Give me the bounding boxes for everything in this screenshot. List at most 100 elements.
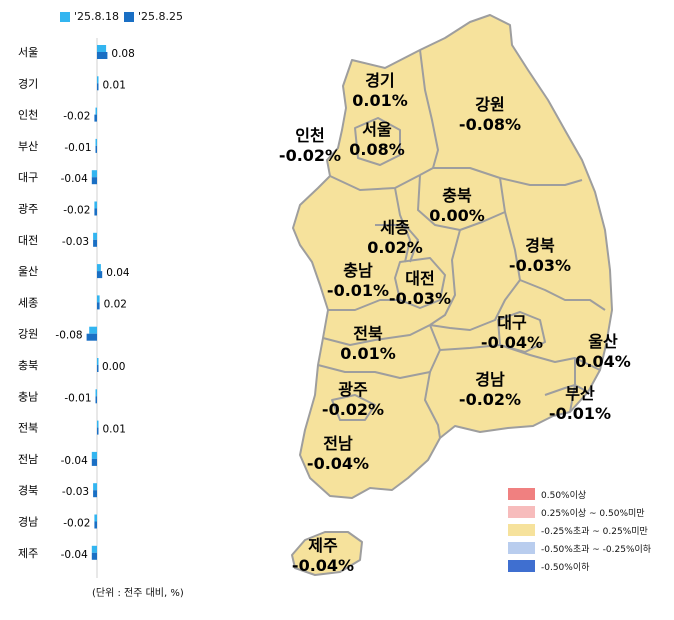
data-label: -0.03 <box>62 486 89 498</box>
boundary-line <box>419 49 439 176</box>
boundary-line <box>375 224 419 263</box>
map-legend-row: -0.50%초과 ~ -0.25%이하 <box>508 540 651 556</box>
bar <box>95 389 97 397</box>
bar <box>91 458 97 466</box>
bar <box>97 295 100 303</box>
bar-chart: 서울 0.08 경기 0.01 인천 -0.02 부산 -0.01 대구 -0.04 광주 -0.02… <box>18 38 135 578</box>
legend-swatch <box>124 11 134 22</box>
legend-swatch <box>508 488 535 500</box>
category-label: 대구 <box>18 171 38 184</box>
map-region-name: 경기 <box>365 71 394 90</box>
data-label: 0.04 <box>106 267 130 279</box>
map-region-name: 세종 <box>380 218 410 237</box>
category-label: 경남 <box>18 516 38 529</box>
data-label: -0.08 <box>55 330 82 342</box>
map-region-name: 제주 <box>308 536 338 555</box>
bar <box>94 208 97 216</box>
category-label: 울산 <box>18 265 38 278</box>
data-label: -0.04 <box>61 173 88 185</box>
map-region-value: 0.00% <box>429 206 485 225</box>
boundary-line <box>394 257 446 309</box>
data-label: -0.01 <box>64 392 91 404</box>
bar <box>95 396 97 404</box>
bar <box>95 145 97 153</box>
bar <box>91 552 97 560</box>
data-label: 0.00 <box>102 361 125 373</box>
map-region-value: -0.03% <box>509 256 571 275</box>
data-label: 0.08 <box>111 48 134 60</box>
boundary-line <box>394 187 411 263</box>
data-label: -0.04 <box>61 455 88 467</box>
boundary-line <box>544 384 576 413</box>
data-label: -0.03 <box>62 236 89 248</box>
data-label: 0.01 <box>103 79 126 91</box>
map-region-value: -0.04% <box>307 454 369 473</box>
data-label: 0.01 <box>103 424 126 436</box>
legend-swatch <box>508 506 535 518</box>
bar <box>97 52 108 59</box>
boundary-line <box>519 279 606 311</box>
boundary-line <box>354 117 401 166</box>
legend-label: -0.50%초과 ~ -0.25%이하 <box>541 544 652 555</box>
bar <box>94 114 97 122</box>
map-region-value: -0.08% <box>459 115 521 134</box>
data-label: 0.02 <box>104 298 127 310</box>
data-label: -0.02 <box>63 111 90 123</box>
bar <box>97 45 107 52</box>
bar <box>91 451 97 459</box>
bar <box>93 239 97 247</box>
legend-label: -0.25%초과 ~ 0.25%미만 <box>541 526 648 537</box>
data-label: -0.02 <box>63 205 90 217</box>
bar <box>97 427 99 435</box>
bar <box>94 521 97 529</box>
boundary-line <box>331 394 376 421</box>
legend-label: 0.50%이상 <box>541 490 587 501</box>
bar <box>91 545 97 553</box>
category-label: 서울 <box>18 46 38 59</box>
boundary-line <box>429 211 521 331</box>
category-label: 강원 <box>18 328 38 341</box>
bar <box>97 83 99 91</box>
map-legend-row: -0.25%초과 ~ 0.25%미만 <box>508 522 651 538</box>
category-label: 제주 <box>18 547 38 560</box>
bar <box>97 420 99 428</box>
bar <box>97 271 103 279</box>
data-label: -0.04 <box>61 549 88 561</box>
map-region-name: 충남 <box>343 261 373 280</box>
boundary-line <box>424 371 441 439</box>
category-label: 경북 <box>18 484 38 497</box>
bar <box>93 490 97 498</box>
legend-swatch <box>60 11 70 22</box>
category-label: 세종 <box>18 296 38 309</box>
map-region-name: 서울 <box>362 120 392 139</box>
category-label: 인천 <box>18 108 38 122</box>
legend-label: -0.50%이하 <box>541 562 590 573</box>
legend-label: 0.25%이상 ~ 0.50%미만 <box>541 508 645 519</box>
map-region-name: 경북 <box>525 236 555 255</box>
map-region-name: 경남 <box>475 370 505 389</box>
category-label: 전남 <box>18 453 38 466</box>
map-legend-row: 0.50%이상 <box>508 486 651 502</box>
data-label: -0.02 <box>63 518 90 530</box>
bar <box>97 76 99 84</box>
boundary-line <box>329 174 421 191</box>
category-label: 경기 <box>18 77 38 90</box>
map-region-value: -0.04% <box>481 333 543 352</box>
bar <box>91 177 97 185</box>
bar <box>93 483 97 491</box>
map-legend-row: -0.50%이하 <box>508 558 651 574</box>
bar <box>89 326 97 334</box>
bar <box>94 201 97 209</box>
map-region-name: 전북 <box>353 324 383 343</box>
boundary-line <box>328 299 400 311</box>
bar <box>97 264 101 272</box>
bar <box>95 107 97 115</box>
map-region-value: -0.01% <box>327 281 389 300</box>
map-region-value: 0.04% <box>575 352 631 371</box>
legend-swatch <box>508 542 535 554</box>
bar <box>93 232 97 240</box>
map-region-value: 0.01% <box>352 91 408 110</box>
bar <box>95 138 97 146</box>
map-region-name: 강원 <box>475 95 504 114</box>
